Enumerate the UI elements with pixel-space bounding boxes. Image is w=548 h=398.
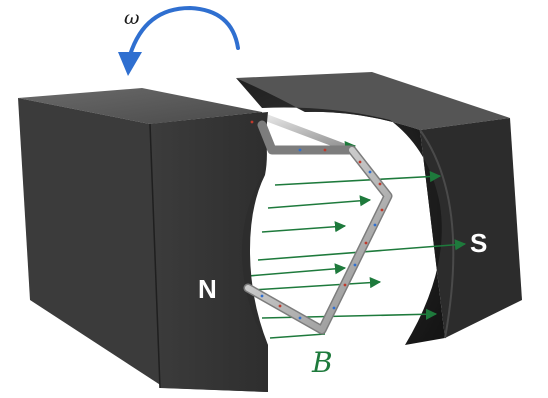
magnetic-field-lines xyxy=(205,112,467,339)
south-magnet-curved-face xyxy=(236,78,445,345)
south-magnet xyxy=(236,72,522,345)
field-line xyxy=(251,277,382,291)
curved-arrow-head xyxy=(118,52,142,76)
south-magnet-top-face xyxy=(236,72,510,130)
south-magnet-side-face xyxy=(420,118,522,338)
coil-loop-highlight xyxy=(245,147,391,333)
angular-velocity-label: ω xyxy=(124,7,140,29)
field-line xyxy=(267,195,372,209)
south-magnet-edge xyxy=(419,129,455,339)
south-pole-label: S xyxy=(470,228,487,258)
north-magnet-block xyxy=(150,112,268,392)
coil xyxy=(243,120,393,335)
field-line xyxy=(274,170,442,186)
north-magnet xyxy=(18,88,268,392)
field-line xyxy=(261,221,347,233)
north-magnet-top-face xyxy=(18,88,262,124)
coil-charges xyxy=(250,120,384,320)
curved-arrow-icon xyxy=(128,5,240,57)
field-line xyxy=(269,333,326,339)
magnetic-field-label: B xyxy=(311,346,333,379)
north-pole-label: N xyxy=(198,274,217,304)
north-magnet-edge xyxy=(149,123,161,389)
field-line xyxy=(247,263,347,277)
